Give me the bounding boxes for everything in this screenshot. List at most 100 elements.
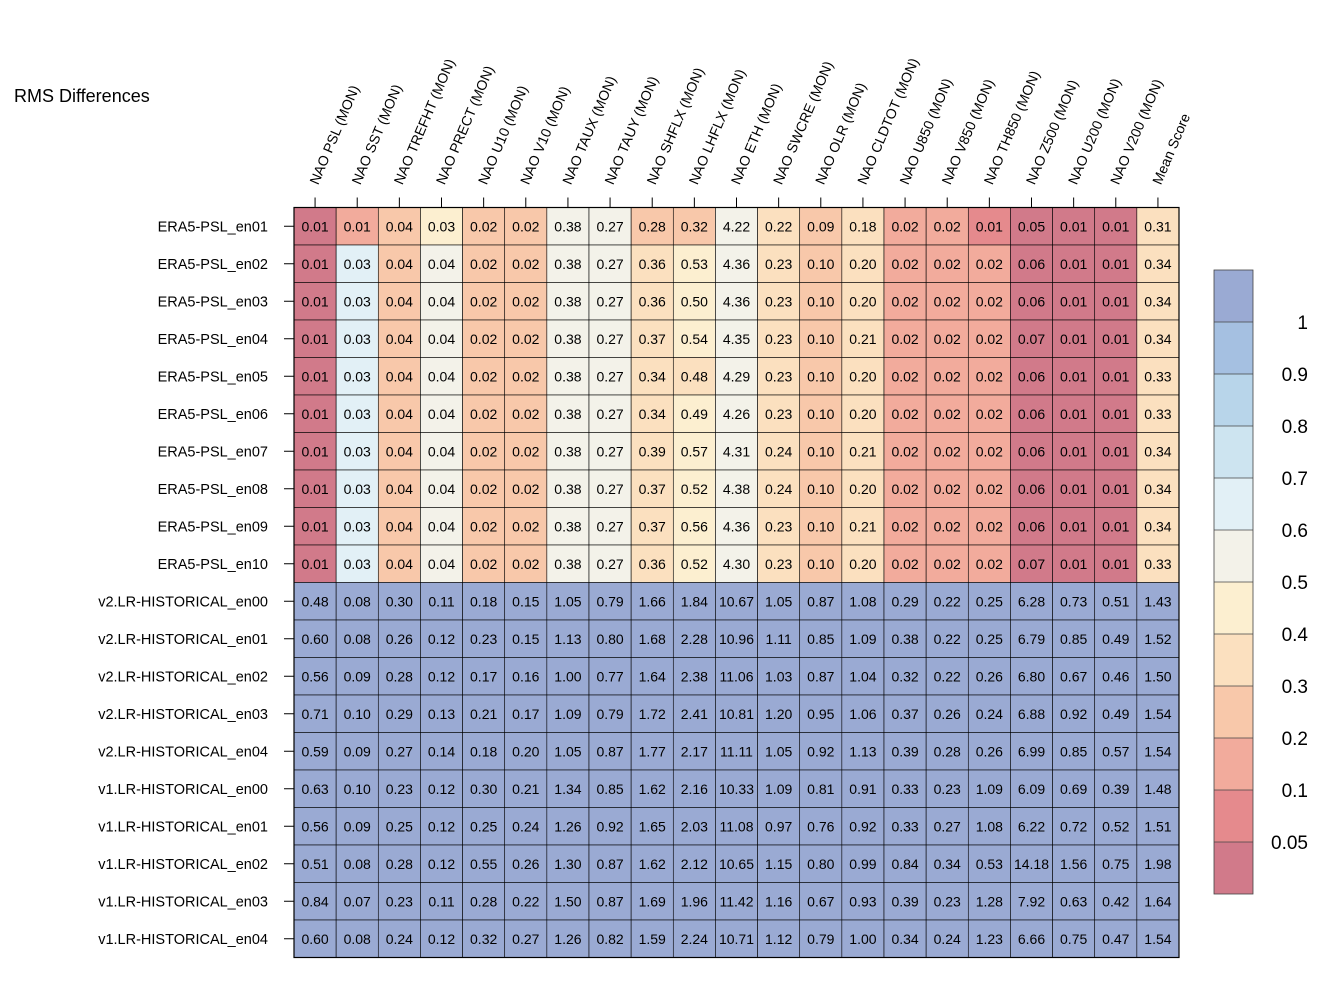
cell-value: 0.03 [344,406,371,422]
heatmap-cell [1052,882,1096,921]
cell-value: 0.28 [934,743,961,759]
heatmap-cell [630,882,674,921]
heatmap-cell [841,282,885,321]
cell-value: 0.02 [934,556,961,572]
heatmap-cell [672,394,716,433]
cell-value: 0.33 [1144,556,1171,572]
cell-value: 0.67 [1060,668,1087,684]
cell-value: 0.10 [807,556,834,572]
colorbar-segment [1214,686,1253,738]
heatmap-cell [1094,619,1138,658]
heatmap-cell [1136,432,1180,471]
heatmap-cell [377,769,421,808]
row-label: v1.LR-HISTORICAL_en02 [98,857,268,873]
heatmap-cell [672,469,716,508]
colorbar-label: 0.1 [1282,781,1308,802]
heatmap-cell [504,844,548,883]
cell-value: 0.87 [596,743,623,759]
heatmap-cell [1136,507,1180,546]
heatmap-cell [1052,507,1096,546]
colorbar-segment [1214,582,1253,634]
cell-value: 0.42 [1102,893,1129,909]
cell-value: 14.18 [1014,856,1049,872]
cell-value: 0.04 [386,518,413,534]
heatmap-cell [546,882,590,921]
cell-value: 0.24 [765,443,792,459]
heatmap-cell [925,244,969,283]
heatmap-cell [630,732,674,771]
cell-value: 0.27 [596,556,623,572]
heatmap-cell [588,244,632,283]
cell-value: 1.13 [849,743,876,759]
heatmap-cell [377,394,421,433]
cell-value: 0.28 [470,893,497,909]
cell-value: 0.38 [554,443,581,459]
heatmap-cell [420,319,463,358]
cell-value: 0.01 [301,256,328,272]
heatmap-cell [799,919,843,958]
cell-value: 0.08 [344,631,371,647]
cell-value: 0.04 [386,556,413,572]
heatmap-cell [757,919,801,958]
heatmap-cell [841,769,885,808]
heatmap-cell [1010,844,1053,883]
heatmap-cell [757,207,801,246]
cell-value: 0.25 [386,818,413,834]
heatmap-cell [841,619,885,658]
cell-value: 0.20 [849,293,876,309]
cell-value: 2.12 [681,856,708,872]
heatmap-cell [1010,882,1053,921]
heatmap-cell [1136,769,1180,808]
heatmap-cell [799,357,843,396]
heatmap-cell [1010,919,1053,958]
heatmap-cell [799,694,843,733]
heatmap-cell [293,432,337,471]
cell-value: 0.10 [807,481,834,497]
cell-value: 0.38 [554,368,581,384]
cell-value: 0.79 [807,931,834,947]
heatmap-cell [630,282,674,321]
cell-value: 0.52 [681,481,708,497]
heatmap-cell [588,469,632,508]
cell-value: 1.51 [1144,818,1171,834]
cell-value: 0.28 [386,856,413,872]
heatmap-cell [967,244,1011,283]
cell-value: 0.01 [1102,556,1129,572]
heatmap-cell [757,694,801,733]
heatmap-cell [462,844,506,883]
cell-value: 0.37 [639,331,666,347]
row-label: ERA5-PSL_en04 [158,332,268,348]
cell-value: 0.20 [849,481,876,497]
heatmap-cell [715,319,758,358]
heatmap-cell [1094,319,1138,358]
heatmap-cell [630,469,674,508]
heatmap-cell [293,244,337,283]
heatmap-cell [715,357,758,396]
cell-value: 0.04 [428,331,455,347]
cell-value: 0.93 [849,893,876,909]
heatmap-cell [1136,919,1180,958]
cell-value: 0.02 [976,331,1003,347]
cell-value: 0.14 [428,743,455,759]
cell-value: 0.49 [1102,706,1129,722]
heatmap-cells [293,207,1180,958]
cell-value: 1.04 [849,668,876,684]
cell-value: 0.01 [301,331,328,347]
heatmap-cell [715,694,758,733]
heatmap-cell [841,844,885,883]
heatmap-cell [1094,882,1138,921]
cell-value: 1.11 [766,631,792,647]
heatmap-cell [588,694,632,733]
heatmap-cell [420,807,463,846]
cell-value: 0.26 [976,743,1003,759]
cell-value: 0.63 [301,781,328,797]
cell-value: 0.84 [891,856,918,872]
cell-value: 0.06 [1018,481,1045,497]
heatmap-cell [925,882,969,921]
heatmap-cell [420,507,463,546]
cell-value: 0.27 [596,406,623,422]
colorbar-segment [1214,426,1253,478]
cell-value: 0.24 [765,481,792,497]
heatmap-cell [967,282,1011,321]
heatmap-cell [1052,619,1096,658]
